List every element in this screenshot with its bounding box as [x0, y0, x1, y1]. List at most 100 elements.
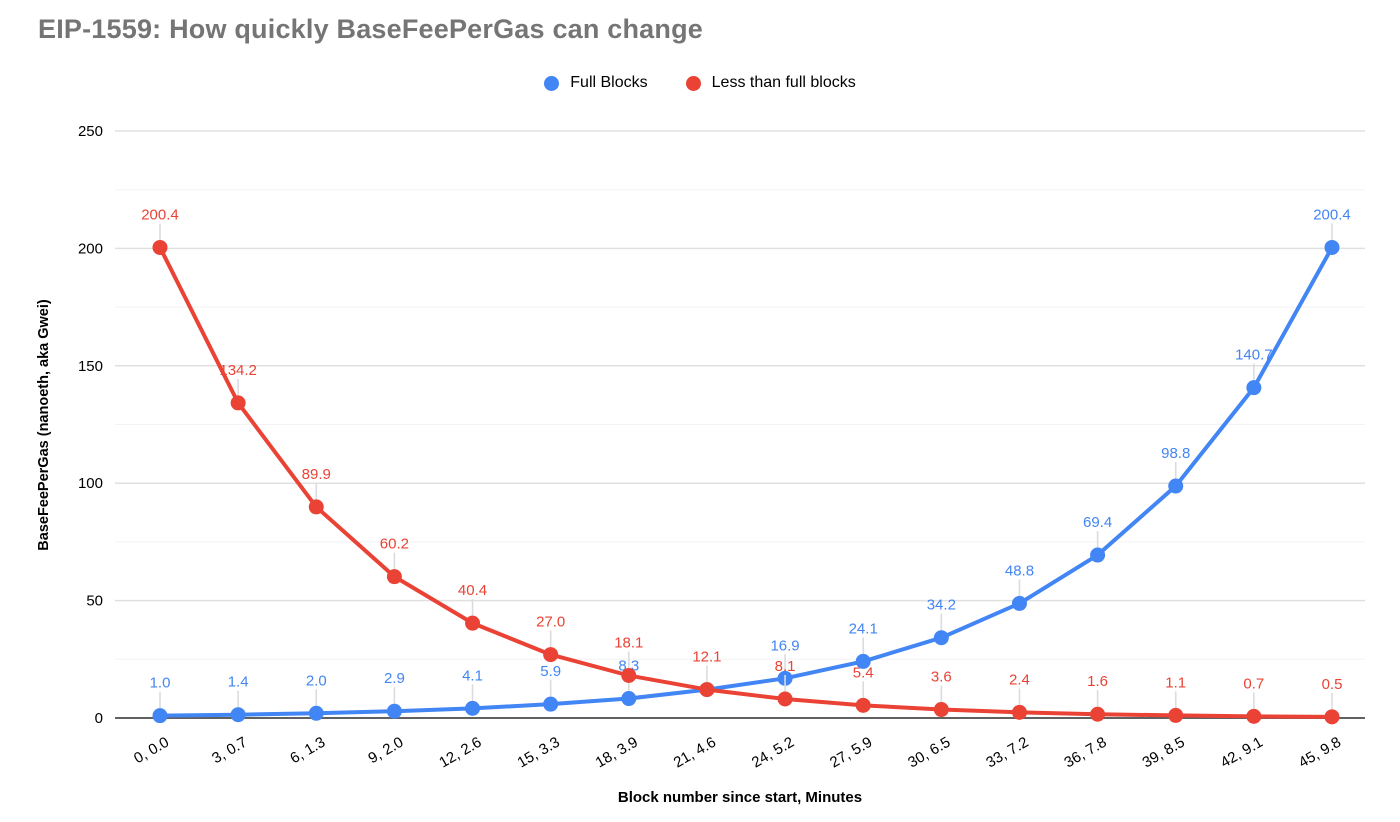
- series-full-blocks: 1.0 1.4 2.0 2.9 4.1 5.9 8.316.924.134.248.869.…: [150, 206, 1351, 724]
- data-point: [152, 239, 168, 255]
- y-axis-title: BaseFeePerGas (nanoeth, aka Gwei): [36, 299, 52, 551]
- data-point-label: 8.1: [775, 658, 796, 675]
- data-point: [1168, 478, 1184, 494]
- data-point: [308, 705, 324, 721]
- data-point-label: 98.8: [1161, 445, 1190, 462]
- data-point: [699, 682, 715, 698]
- y-tick-label: 50: [86, 593, 103, 610]
- data-point-label: 27.0: [536, 614, 565, 631]
- series-line-less-than-full-blocks: [158, 245, 1334, 719]
- data-point-label: 200.4: [141, 206, 179, 223]
- legend-dot-full-blocks-icon: [544, 75, 560, 91]
- y-tick-labels: 0 50 100 150 200 250: [78, 123, 103, 727]
- data-point: [933, 630, 949, 646]
- legend-label-less-than-full-blocks: Less than full blocks: [711, 74, 856, 91]
- data-point-label: 3.6: [931, 669, 952, 686]
- data-point-label: 134.2: [219, 362, 257, 379]
- data-point-label: 89.9: [302, 466, 331, 483]
- data-point-label: 1.0: [150, 675, 171, 692]
- data-point: [1324, 709, 1340, 725]
- x-tick-label: 9, 2.0: [365, 734, 406, 767]
- legend-item-full-blocks: Full Blocks: [544, 74, 648, 92]
- data-point-label: 16.9: [770, 637, 799, 654]
- x-tick-label: 18, 3.9: [593, 734, 641, 772]
- data-point: [230, 395, 246, 411]
- series-line-full-blocks: [158, 245, 1334, 718]
- data-point-label: 12.1: [692, 649, 721, 666]
- y-tick-label: 200: [78, 240, 103, 257]
- data-point: [1246, 380, 1262, 396]
- data-point-label: 1.1: [1165, 674, 1186, 691]
- series-less-than-full-blocks: 200.4 134.2 89.9 60.2 40.4 27.0 18.1 12.1 8.1 5.4…: [141, 206, 1343, 725]
- data-point: [465, 700, 481, 716]
- data-point-label: 4.1: [462, 667, 483, 684]
- data-point-label: 5.9: [540, 663, 561, 680]
- x-tick-label: 39, 8.5: [1140, 734, 1188, 772]
- x-tick-label: 24, 5.2: [749, 734, 797, 772]
- x-tick-labels: 0, 0.0 3, 0.7 6, 1.3 9, 2.0 12, 2.6 15, 3.3 18…: [131, 734, 1344, 772]
- x-tick-label: 21, 4.6: [671, 734, 719, 772]
- data-point-label: 2.9: [384, 670, 405, 687]
- chart-title: EIP-1559: How quickly BaseFeePerGas can …: [38, 14, 703, 44]
- y-tick-label: 0: [95, 710, 103, 727]
- data-point: [152, 708, 168, 724]
- data-point: [386, 569, 402, 585]
- x-tick-label: 33, 7.2: [983, 734, 1031, 772]
- data-point-label: 1.6: [1087, 673, 1108, 690]
- data-point: [1168, 707, 1184, 723]
- data-point-label: 2.4: [1009, 671, 1030, 688]
- data-point-label: 200.4: [1313, 206, 1351, 223]
- gridlines: [115, 130, 1365, 660]
- x-tick-label: 6, 1.3: [287, 734, 328, 767]
- data-point-label: 0.5: [1322, 676, 1343, 693]
- data-point: [1011, 704, 1027, 720]
- data-point: [1090, 547, 1106, 563]
- data-point-label: 140.7: [1235, 347, 1273, 364]
- x-tick-label: 42, 9.1: [1218, 734, 1266, 772]
- x-tick-label: 3, 0.7: [209, 734, 250, 767]
- data-point: [1090, 706, 1106, 722]
- data-point: [230, 707, 246, 723]
- data-point: [465, 615, 481, 631]
- x-tick-label: 15, 3.3: [514, 734, 562, 772]
- data-point-label: 48.8: [1005, 562, 1034, 579]
- data-point: [543, 696, 559, 712]
- data-point-label: 24.1: [849, 620, 878, 637]
- data-point: [1011, 595, 1027, 611]
- legend-dot-less-than-full-blocks-icon: [685, 75, 701, 91]
- data-point: [386, 703, 402, 719]
- data-point: [1324, 239, 1340, 255]
- legend-item-less-than-full-blocks: Less than full blocks: [685, 74, 856, 92]
- data-point: [933, 702, 949, 718]
- data-point-label: 40.4: [458, 582, 487, 599]
- data-point: [855, 653, 871, 669]
- data-point-label: 69.4: [1083, 514, 1112, 531]
- x-tick-label: 30, 6.5: [905, 734, 953, 772]
- chart-legend: Full Blocks Less than full blocks: [0, 74, 1400, 92]
- data-point: [777, 691, 793, 707]
- data-point: [543, 647, 559, 663]
- x-tick-label: 36, 7.8: [1061, 734, 1109, 772]
- x-tick-label: 45, 9.8: [1296, 734, 1344, 772]
- data-point-label: 60.2: [380, 536, 409, 553]
- y-tick-label: 250: [78, 123, 103, 140]
- data-point: [308, 499, 324, 515]
- data-point-label: 1.4: [228, 674, 249, 691]
- data-point-label: 18.1: [614, 635, 643, 652]
- x-axis-title: Block number since start, Minutes: [617, 789, 863, 806]
- y-tick-label: 100: [78, 475, 103, 492]
- legend-label-full-blocks: Full Blocks: [570, 74, 648, 91]
- x-tick-label: 0, 0.0: [131, 734, 172, 767]
- data-point-label: 34.2: [927, 597, 956, 614]
- data-point: [855, 697, 871, 713]
- data-point-label: 5.4: [853, 664, 874, 681]
- x-tick-label: 12, 2.6: [436, 734, 484, 772]
- data-point: [621, 691, 637, 707]
- data-point-label: 0.7: [1243, 675, 1264, 692]
- x-tick-label: 27, 5.9: [827, 734, 875, 772]
- data-point-label: 2.0: [306, 672, 327, 689]
- data-point: [1246, 708, 1262, 724]
- data-point: [621, 668, 637, 684]
